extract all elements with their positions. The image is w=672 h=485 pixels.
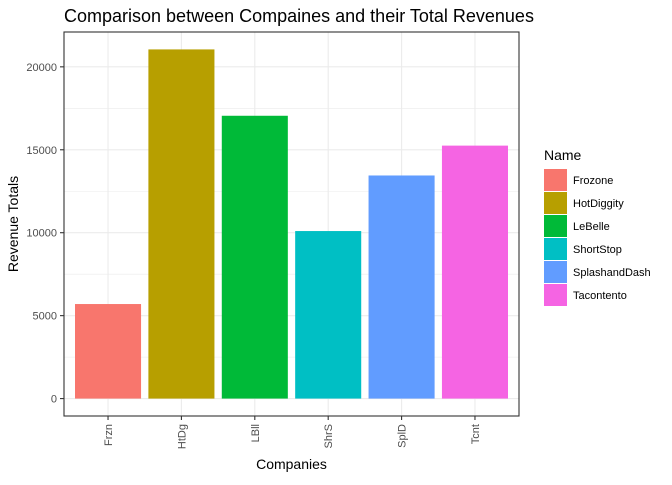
- x-tick-label: HtDg: [176, 424, 188, 449]
- x-tick-label: SplD: [397, 424, 409, 448]
- legend-key: [544, 261, 567, 283]
- bars: [75, 49, 508, 399]
- x-tick-label: Tcnt: [470, 424, 482, 444]
- y-tick-label: 0: [51, 394, 57, 406]
- y-tick-label: 10000: [26, 228, 57, 240]
- y-tick-label: 15000: [26, 145, 57, 157]
- legend-label: LeBelle: [573, 221, 610, 233]
- legend-label: Tacontento: [573, 290, 627, 302]
- bar-htdg: [148, 49, 215, 399]
- x-axis-title: Companies: [256, 456, 327, 472]
- plot-border: [63, 31, 520, 417]
- bar-lbll: [221, 115, 288, 399]
- y-tick-label: 20000: [26, 62, 57, 74]
- bar-shrs: [295, 231, 362, 399]
- bar-spld: [368, 175, 435, 399]
- chart-title: Comparison between Compaines and their T…: [64, 6, 534, 26]
- legend-title: Name: [544, 147, 582, 163]
- legend-label: Frozone: [573, 175, 613, 187]
- y-axis-title: Revenue Totals: [5, 176, 21, 272]
- legend: Name Frozone HotDiggity LeBelle ShortStop Sp…: [544, 147, 651, 306]
- legend-key: [544, 192, 567, 214]
- y-axis: 0 5000 10000 15000 20000: [26, 62, 64, 406]
- bar-tcnt: [441, 145, 508, 399]
- legend-key: [544, 215, 567, 237]
- y-tick-label: 5000: [33, 311, 57, 323]
- legend-label: SplashandDash: [573, 267, 651, 279]
- legend-key: [544, 284, 567, 306]
- x-tick-label: LBll: [250, 424, 262, 442]
- legend-key: [544, 169, 567, 191]
- x-tick-label: Frzn: [103, 424, 115, 446]
- x-tick-label: ShrS: [323, 424, 335, 448]
- legend-label: ShortStop: [573, 244, 622, 256]
- x-axis: Frzn HtDg LBll ShrS SplD Tcnt: [103, 416, 482, 449]
- legend-label: HotDiggity: [573, 198, 624, 210]
- bar-frzn: [75, 304, 142, 399]
- legend-key: [544, 238, 567, 260]
